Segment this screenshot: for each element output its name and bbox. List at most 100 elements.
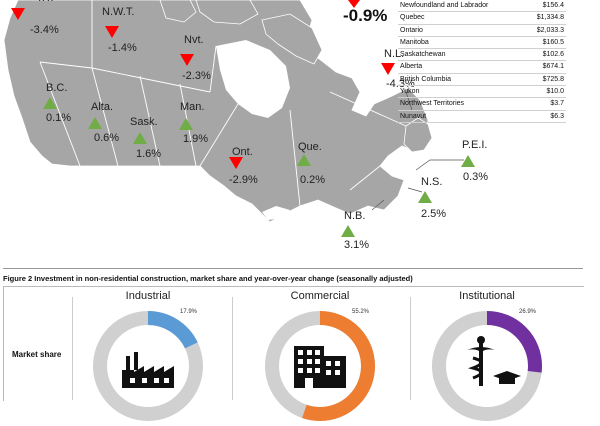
table-row: Newfoundland and Labrador $156.4 (398, 0, 566, 13)
table-row: Saskatchewan $102.6 (398, 49, 566, 62)
donut-segment-industrial (93, 311, 203, 421)
province-name: Northwest Territories (400, 100, 465, 108)
province-label-nl: N.L. (384, 48, 405, 60)
table-row: Nunavut $6.3 (398, 111, 566, 123)
provincial-borders (39, 0, 407, 207)
province-name: Alberta (400, 63, 423, 71)
province-investment: $674.1 (542, 63, 564, 71)
sector-title-commercial: Commercial (290, 290, 350, 302)
province-label-ns: N.S. (421, 176, 443, 188)
figure2-title: Figure 2 Investment in non-residential c… (3, 274, 413, 283)
leader-lines (371, 91, 464, 211)
office-building-icon (294, 346, 346, 388)
investment-by-province-table: Newfoundland and Labrador $156.4 Quebec $1,… (398, 0, 566, 123)
trend-up-icon (297, 154, 311, 166)
table-row: Northwest Territories $3.7 (398, 98, 566, 111)
province-change-alta: 0.6% (94, 132, 120, 144)
market-share-label: 55.2% (352, 309, 370, 315)
baffin-island (261, 13, 323, 65)
market-share-label: 26.9% (519, 309, 537, 315)
province-change-man: 1.9% (183, 133, 209, 145)
figure-divider (3, 268, 583, 269)
table-row: Yukon $10.0 (398, 86, 566, 99)
trend-up-icon (461, 155, 475, 167)
trend-up-icon (341, 225, 355, 237)
province-investment: $160.5 (542, 38, 564, 46)
column-divider (72, 297, 73, 400)
factory-icon (122, 352, 174, 388)
province-label-alta: Alta. (91, 101, 114, 113)
province-name: Newfoundland and Labrador (400, 2, 489, 9)
market-share-label: 17.9% (180, 309, 198, 315)
province-name: Quebec (400, 14, 425, 22)
arctic-island-2 (195, 0, 259, 25)
province-change-ont: -2.9% (229, 174, 258, 186)
trend-down-icon (180, 54, 194, 66)
table-row: British Columbia $725.8 (398, 74, 566, 87)
trend-up-icon (88, 117, 102, 129)
national-change-value: -0.9% (343, 6, 388, 25)
arctic-island-1 (159, 0, 197, 23)
province-label-que: Que. (298, 141, 322, 153)
province-change-sask: 1.6% (136, 148, 162, 160)
donut-segment-institutional (432, 311, 542, 421)
table-row: Ontario $2,033.3 (398, 25, 566, 37)
province-label-yt: Y.T. (36, 0, 54, 4)
column-divider (410, 297, 411, 400)
province-name: British Columbia (400, 75, 451, 83)
column-divider (232, 297, 233, 400)
province-name: Ontario (400, 26, 423, 34)
hudson-bay (216, 40, 290, 118)
province-investment: $6.3 (550, 112, 564, 120)
figure2-frame (3, 286, 584, 401)
province-change-pei: 0.3% (463, 171, 489, 183)
province-investment: $102.6 (542, 51, 564, 59)
table-row: Alberta $674.1 (398, 61, 566, 74)
canada-mainland (3, 0, 429, 223)
province-investment: $10.0 (546, 88, 564, 96)
province-change-nvt: -2.3% (182, 70, 211, 82)
province-label-nwt: N.W.T. (102, 6, 135, 18)
trend-down-icon (381, 63, 395, 75)
national-trend-down-icon (348, 0, 360, 8)
province-change-yt: -3.4% (30, 24, 59, 36)
donut-commercial (265, 311, 375, 421)
trend-up-icon (43, 97, 57, 109)
province-change-que: 0.2% (300, 174, 326, 186)
province-name: Saskatchewan (400, 51, 446, 59)
province-name: Manitoba (400, 38, 429, 46)
province-label-nvt: Nvt. (184, 34, 204, 46)
province-change-ns: 2.5% (421, 208, 447, 220)
trend-down-icon (11, 8, 25, 20)
trend-down-icon (105, 26, 119, 38)
trend-down-icon (229, 157, 243, 169)
province-investment: $156.4 (542, 2, 564, 9)
newfoundland-island (403, 117, 433, 153)
trend-up-icon (133, 132, 147, 144)
province-change-bc: 0.1% (46, 112, 72, 124)
table-row: Manitoba $160.5 (398, 37, 566, 50)
donut-industrial (93, 311, 203, 421)
donut-institutional (432, 311, 542, 421)
province-label-nb: N.B. (344, 210, 366, 222)
row-label-market-share: Market share (12, 350, 62, 359)
province-change-nl: -4.3% (386, 78, 415, 90)
province-label-sask: Sask. (130, 116, 158, 128)
trend-up-icon (418, 191, 432, 203)
province-change-nb: 3.1% (344, 239, 370, 251)
province-investment: $3.7 (550, 100, 564, 108)
province-investment: $725.8 (542, 75, 564, 83)
province-investment: $1,334.8 (536, 14, 564, 22)
table-row: Quebec $1,334.8 (398, 12, 566, 25)
canada-map-figure: -0.9% Y.T. -3.4% N.W.T. -1.4% Nvt. -2.3% N.L. -… (3, 0, 566, 251)
canada-map (3, 0, 475, 237)
province-label-bc: B.C. (46, 82, 68, 94)
trend-up-icon (179, 118, 193, 130)
sector-title-industrial: Industrial (125, 290, 171, 302)
province-change-nwt: -1.4% (108, 42, 137, 54)
great-lakes (262, 206, 290, 220)
province-investment: $2,033.3 (536, 26, 564, 34)
province-name: Yukon (400, 88, 420, 96)
province-name: Nunavut (400, 112, 427, 120)
province-label-ont: Ont. (232, 146, 253, 158)
